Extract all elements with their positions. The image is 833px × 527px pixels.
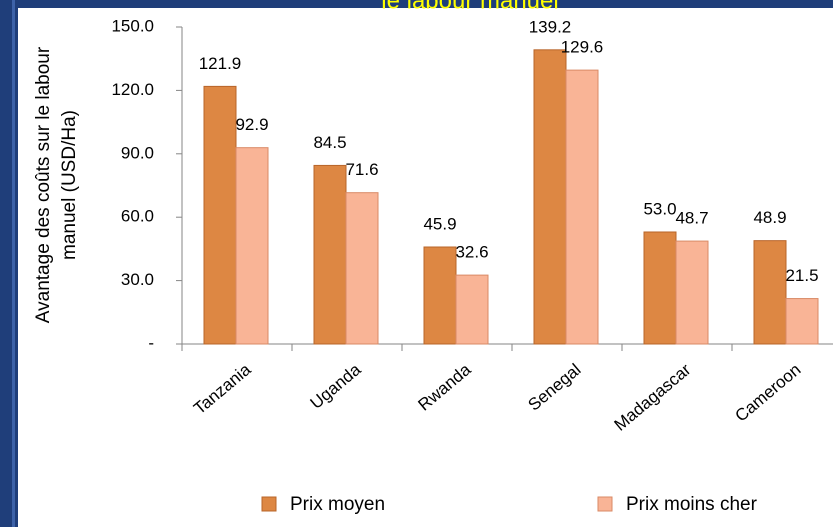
legend-swatch bbox=[261, 496, 277, 512]
bar bbox=[423, 246, 457, 345]
bar bbox=[675, 240, 709, 345]
bar bbox=[345, 192, 379, 345]
y-axis-label: Avantage des coûts sur le labour bbox=[33, 46, 54, 323]
bar bbox=[643, 231, 677, 345]
frame-stripe bbox=[12, 0, 15, 527]
data-label: 48.7 bbox=[675, 209, 708, 228]
bar bbox=[235, 147, 269, 345]
data-label: 21.5 bbox=[785, 266, 818, 285]
data-label: 92.9 bbox=[235, 115, 268, 134]
data-label: 84.5 bbox=[313, 133, 346, 152]
bar bbox=[785, 298, 819, 345]
data-label: 139.2 bbox=[529, 17, 572, 36]
bar bbox=[753, 240, 787, 345]
legend-label: Prix moins cher bbox=[626, 494, 758, 515]
data-label: 53.0 bbox=[643, 199, 676, 218]
y-tick-label: 120.0 bbox=[111, 80, 154, 99]
data-label: 32.6 bbox=[455, 243, 488, 262]
data-label: 129.6 bbox=[561, 38, 604, 57]
y-tick-label: 60.0 bbox=[121, 207, 154, 226]
y-tick-label: - bbox=[148, 333, 154, 352]
bar bbox=[533, 49, 567, 345]
y-axis-label: manuel (USD/Ha) bbox=[59, 110, 80, 260]
bar bbox=[203, 85, 237, 345]
y-tick-label: 150.0 bbox=[111, 16, 154, 35]
bar bbox=[455, 274, 489, 345]
legend-swatch bbox=[597, 496, 613, 512]
bar bbox=[313, 164, 347, 345]
data-label: 121.9 bbox=[199, 54, 242, 73]
data-label: 45.9 bbox=[423, 214, 456, 233]
data-label: 71.6 bbox=[345, 160, 378, 179]
y-tick-label: 30.0 bbox=[121, 270, 154, 289]
chart-title: le labour manuel bbox=[381, 0, 558, 14]
data-label: 48.9 bbox=[753, 208, 786, 227]
legend-label: Prix moyen bbox=[290, 494, 385, 515]
bar bbox=[565, 69, 599, 345]
y-tick-label: 90.0 bbox=[121, 143, 154, 162]
